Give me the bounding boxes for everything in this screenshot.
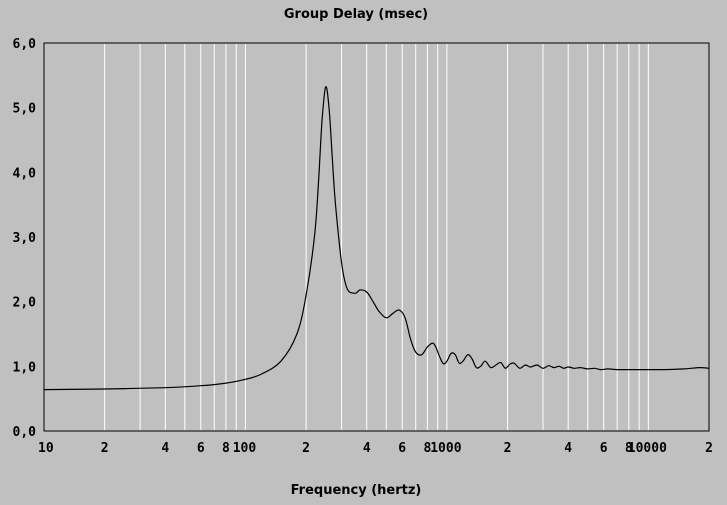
x-tick-label: 2 bbox=[504, 441, 512, 456]
x-tick-label: 2 bbox=[302, 441, 310, 456]
y-tick-label: 3,0 bbox=[13, 231, 37, 246]
x-tick-label: 6 bbox=[197, 441, 205, 456]
plot-area bbox=[43, 42, 710, 432]
x-tick-label: 100 bbox=[233, 441, 257, 456]
x-tick-label: 6 bbox=[600, 441, 608, 456]
series-lines bbox=[43, 86, 710, 391]
x-tick-label: 10 bbox=[38, 441, 54, 456]
x-tick-label: 10000 bbox=[628, 441, 667, 456]
x-tick-label: 8 bbox=[222, 441, 230, 456]
y-tick-label: 6,0 bbox=[13, 37, 37, 52]
y-tick-labels: 0,0 1,0 2,0 3,0 4,0 5,0 6,0 bbox=[13, 37, 37, 440]
y-tick-label: 5,0 bbox=[13, 102, 37, 117]
x-tick-label: 4 bbox=[161, 441, 169, 456]
x-tick-label: 4 bbox=[363, 441, 371, 456]
gridlines bbox=[104, 44, 649, 430]
series-line bbox=[43, 86, 710, 391]
x-tick-label: 2 bbox=[101, 441, 109, 456]
chart-title: Group Delay (msec) bbox=[284, 7, 428, 22]
x-tick-label: 6 bbox=[398, 441, 406, 456]
x-tick-label: 4 bbox=[564, 441, 572, 456]
y-tick-label: 2,0 bbox=[13, 296, 37, 311]
y-tick-label: 0,0 bbox=[13, 425, 37, 440]
x-tick-label: 8 bbox=[625, 441, 633, 456]
x-tick-label: 2 bbox=[705, 441, 713, 456]
y-tick-label: 4,0 bbox=[13, 166, 37, 181]
x-tick-label: 8 bbox=[423, 441, 431, 456]
x-tick-label: 1000 bbox=[430, 441, 461, 456]
y-tick-label: 1,0 bbox=[13, 360, 37, 375]
x-axis-label: Frequency (hertz) bbox=[291, 483, 422, 498]
